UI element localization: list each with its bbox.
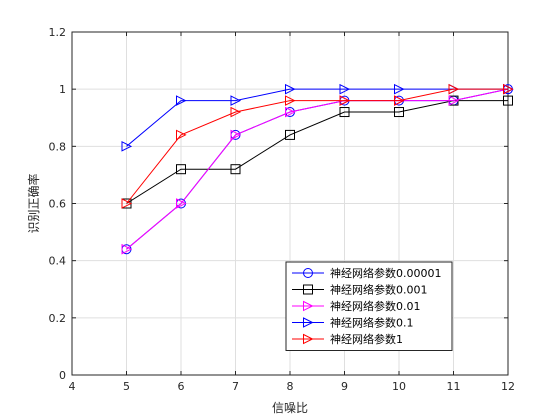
x-tick-label: 7 (232, 380, 239, 393)
series-group (121, 83, 514, 255)
data-point (448, 83, 460, 95)
series-line (126, 100, 508, 204)
data-point (503, 95, 513, 106)
data-point (230, 95, 242, 106)
axes: 4 5 6 7 8 9 10 11 12 0 0.2 0.4 0.6 0.8 1 1.2 (49, 26, 516, 393)
data-point (230, 164, 241, 175)
legend-marker (303, 317, 314, 328)
data-point (176, 164, 186, 175)
y-tick-label: 0.2 (49, 312, 67, 325)
data-point (339, 83, 351, 95)
x-tick-label: 6 (178, 380, 185, 393)
data-point (285, 129, 295, 140)
y-tick-label: 1 (59, 83, 66, 96)
data-point (394, 95, 405, 106)
x-tick-label: 5 (123, 380, 130, 393)
x-tick-label: 10 (392, 380, 406, 393)
y-tick-label: 0.8 (49, 140, 67, 153)
x-tick-label: 9 (341, 380, 348, 393)
legend-entry: 神经网络参数0.001 (292, 283, 428, 297)
data-point (121, 243, 133, 255)
data-point (503, 83, 514, 95)
data-point (339, 107, 350, 118)
y-tick-label: 0.6 (49, 198, 67, 211)
legend-entry: 神经网络参数0.00001 (292, 266, 442, 280)
x-tick-label: 12 (501, 380, 515, 393)
y-tick-label: 1.2 (49, 26, 67, 39)
data-point (285, 106, 296, 118)
series-2 (121, 95, 513, 209)
y-tick-label: 0.4 (49, 255, 67, 268)
series-5 (121, 83, 514, 209)
y-tick-label: 0 (59, 369, 66, 382)
x-tick-label: 11 (447, 380, 461, 393)
data-point (339, 95, 351, 106)
legend: 神经网络参数0.00001 神经网络参数0.001 神经网络参数0.01 神经网络参数… (285, 261, 453, 351)
legend-entry: 神经网络参数0.01 (292, 299, 421, 313)
legend-label: 神经网络参数0.01 (330, 299, 421, 313)
x-tick-label: 8 (287, 380, 294, 393)
data-point (176, 198, 187, 209)
y-axis-label: 识别正确率 (26, 173, 41, 233)
data-point (176, 129, 187, 141)
legend-label: 神经网络参数0.00001 (330, 266, 442, 280)
legend-marker (303, 284, 313, 295)
data-point (285, 95, 296, 106)
data-point (121, 198, 133, 209)
series-line (126, 88, 508, 147)
series-line (126, 88, 509, 250)
series-line (126, 88, 508, 204)
x-axis-label: 信噪比 (272, 401, 308, 415)
legend-marker (303, 333, 314, 345)
data-point (448, 95, 460, 106)
data-point (285, 83, 296, 95)
x-tick-label: 4 (69, 380, 76, 393)
legend-marker (303, 300, 314, 312)
legend-label: 神经网络参数1 (330, 332, 403, 346)
legend-marker (303, 268, 313, 278)
data-point (230, 106, 242, 118)
legend-entry: 神经网络参数1 (292, 332, 403, 346)
data-point (394, 107, 404, 118)
legend-entry: 神经网络参数0.1 (292, 316, 414, 330)
legend-label: 神经网络参数0.001 (330, 283, 428, 297)
data-point (394, 83, 405, 95)
data-point (121, 141, 133, 152)
legend-label: 神经网络参数0.1 (330, 316, 414, 330)
data-point (230, 129, 242, 141)
data-point (176, 95, 187, 106)
